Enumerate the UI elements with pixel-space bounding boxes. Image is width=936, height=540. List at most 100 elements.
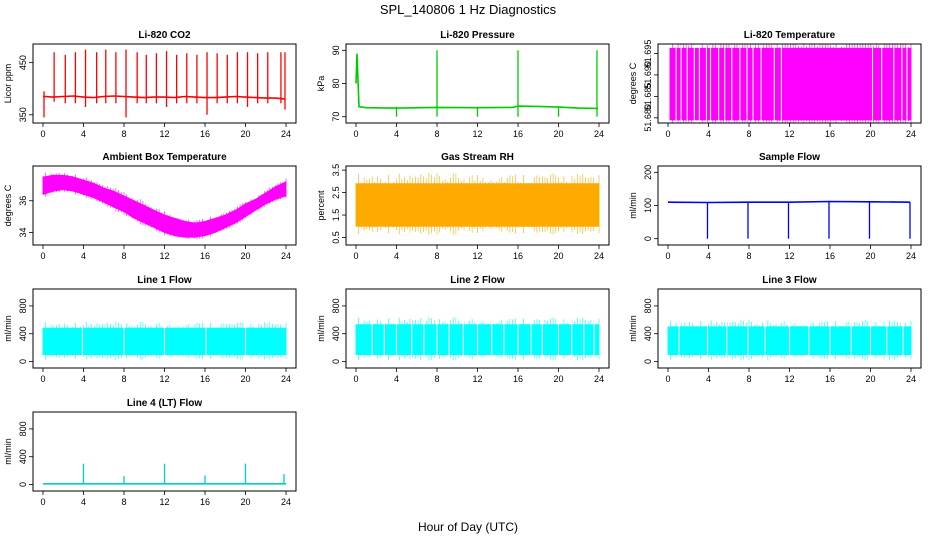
y-axis-label: ml/min xyxy=(316,315,326,342)
x-tick-label: 12 xyxy=(472,251,482,261)
series-line xyxy=(43,95,286,100)
panel-line1: Line 1 Flow ml/min 0 4 8 12 16 20 24 0 400 800 xyxy=(3,275,297,384)
plot-frame xyxy=(657,165,922,246)
y-tick-label: 0 xyxy=(18,359,28,364)
x-tick-label: 0 xyxy=(665,129,670,139)
x-tick-label: 16 xyxy=(513,129,523,139)
x-tick-label: 24 xyxy=(594,374,604,384)
panel-title: Line 1 Flow xyxy=(137,275,192,286)
y-tick-label: 51.690 xyxy=(643,61,653,89)
panel-title: Li-820 Temperature xyxy=(744,30,836,41)
series-line xyxy=(667,200,911,204)
plot-frame xyxy=(32,43,297,124)
panel-title: Line 4 (LT) Flow xyxy=(127,398,203,409)
data-layer xyxy=(355,172,600,235)
x-tick-label: 20 xyxy=(553,251,563,261)
x-tick-label: 12 xyxy=(159,497,169,507)
y-tick-label: 400 xyxy=(18,326,28,341)
panel-title: Sample Flow xyxy=(759,152,820,163)
x-tick-label: 0 xyxy=(353,251,358,261)
x-tick-label: 12 xyxy=(159,374,169,384)
panel-title: Li-820 Pressure xyxy=(440,30,515,41)
x-tick-label: 20 xyxy=(240,374,250,384)
panel-co2: Li-820 CO2 Licor ppm 0 4 8 12 16 20 24 350 450 xyxy=(3,30,297,139)
x-tick-label: 16 xyxy=(825,374,835,384)
x-tick-label: 12 xyxy=(159,251,169,261)
panel-sample_flow: Sample Flow ml/min 0 4 8 12 16 20 24 0 100 200 xyxy=(628,152,922,261)
series-line xyxy=(355,53,599,110)
panel-title: Li-820 CO2 xyxy=(138,30,191,41)
x-tick-label: 4 xyxy=(394,251,399,261)
data-layer xyxy=(43,463,286,485)
data-layer xyxy=(43,49,286,118)
x-tick-label: 20 xyxy=(240,497,250,507)
x-tick-label: 8 xyxy=(121,251,126,261)
y-tick-label: 36 xyxy=(18,196,28,206)
x-tick-label: 12 xyxy=(784,129,794,139)
x-tick-label: 12 xyxy=(472,374,482,384)
y-axis-label: percent xyxy=(316,190,326,221)
y-axis-label: ml/min xyxy=(628,192,638,219)
x-tick-label: 12 xyxy=(159,129,169,139)
x-tick-label: 20 xyxy=(553,374,563,384)
x-tick-label: 24 xyxy=(281,374,291,384)
data-layer xyxy=(669,44,912,123)
data-layer xyxy=(667,290,912,367)
panel-ambient: Ambient Box Temperature degrees C 0 4 8 12 16 2… xyxy=(3,152,297,261)
y-axis-label: ml/min xyxy=(3,315,13,342)
x-tick-label: 0 xyxy=(40,374,45,384)
panel-line3: Line 3 Flow ml/min 0 4 8 12 16 20 24 0 400 800 xyxy=(628,275,922,384)
x-tick-label: 4 xyxy=(706,129,711,139)
panel-pressure: Li-820 Pressure kPa 0 4 8 12 16 20 24 70 80 90 xyxy=(316,30,610,139)
y-tick-label: 800 xyxy=(18,421,28,436)
x-tick-label: 0 xyxy=(665,374,670,384)
x-tick-label: 4 xyxy=(81,129,86,139)
x-tick-label: 8 xyxy=(746,374,751,384)
x-tick-label: 16 xyxy=(200,251,210,261)
x-tick-label: 8 xyxy=(434,129,439,139)
x-tick-label: 24 xyxy=(281,497,291,507)
y-tick-label: 0 xyxy=(331,359,341,364)
data-layer xyxy=(667,200,911,239)
y-tick-label: 3.5 xyxy=(331,164,341,177)
x-tick-label: 24 xyxy=(906,251,916,261)
y-tick-label: 450 xyxy=(18,55,28,70)
y-tick-label: 800 xyxy=(18,298,28,313)
x-tick-label: 8 xyxy=(434,374,439,384)
y-tick-label: 0.5 xyxy=(331,231,341,244)
y-tick-label: 51.695 xyxy=(643,40,653,68)
panel-title: Line 3 Flow xyxy=(762,275,817,286)
y-axis-label: ml/min xyxy=(628,315,638,342)
y-tick-label: 90 xyxy=(331,45,341,55)
x-tick-label: 0 xyxy=(40,251,45,261)
y-axis-label: Licor ppm xyxy=(3,64,13,104)
x-tick-label: 8 xyxy=(434,251,439,261)
y-tick-label: 51.685 xyxy=(643,83,653,111)
data-layer xyxy=(355,290,600,367)
x-tick-label: 8 xyxy=(746,251,751,261)
x-tick-label: 8 xyxy=(121,497,126,507)
y-tick-label: 800 xyxy=(643,298,653,313)
y-axis-label: degrees C xyxy=(3,184,13,226)
y-tick-label: 0 xyxy=(643,236,653,241)
panel-title: Line 2 Flow xyxy=(450,275,505,286)
x-tick-label: 0 xyxy=(40,497,45,507)
x-tick-label: 8 xyxy=(121,129,126,139)
x-tick-label: 4 xyxy=(81,374,86,384)
x-tick-label: 4 xyxy=(81,497,86,507)
x-tick-label: 12 xyxy=(472,129,482,139)
x-tick-label: 24 xyxy=(594,251,604,261)
x-tick-label: 0 xyxy=(353,374,358,384)
y-tick-label: 100 xyxy=(643,198,653,213)
y-axis-label: kPa xyxy=(316,76,326,92)
x-tick-label: 20 xyxy=(553,129,563,139)
figure-xlabel: Hour of Day (UTC) xyxy=(418,520,518,534)
x-tick-label: 4 xyxy=(81,251,86,261)
y-tick-label: 400 xyxy=(643,326,653,341)
panel-title: Ambient Box Temperature xyxy=(102,152,227,163)
x-tick-label: 8 xyxy=(121,374,126,384)
y-tick-label: 51.680 xyxy=(643,104,653,132)
x-tick-label: 16 xyxy=(825,251,835,261)
